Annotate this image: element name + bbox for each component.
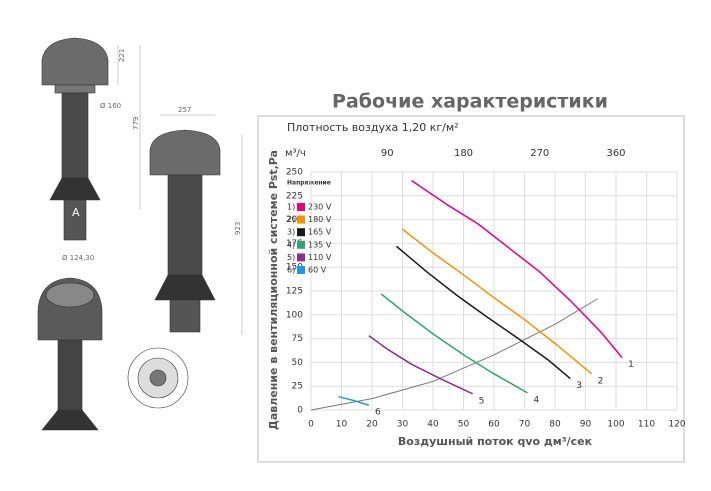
legend-marker: 5) xyxy=(287,253,295,262)
end-label: 1 xyxy=(628,360,634,370)
legend-swatch xyxy=(297,215,305,224)
series-line xyxy=(380,293,528,394)
subtitle: Плотность воздуха 1,20 кг/м² xyxy=(287,121,459,134)
legend-swatch xyxy=(297,228,305,237)
legend-label: 230 V xyxy=(308,203,332,212)
y-tick-label: 100 xyxy=(286,310,303,320)
legend-label: 135 V xyxy=(308,240,332,249)
x-tick-label: 110 xyxy=(638,420,655,430)
legend-swatch xyxy=(297,266,305,274)
x-tick-label: 120 xyxy=(668,420,685,430)
x-tick-label: 70 xyxy=(519,420,531,430)
x2-tick-label: 90 xyxy=(381,148,394,159)
y-tick-label: 175 xyxy=(286,239,303,249)
legend-label: 60 V xyxy=(308,266,327,275)
x2-tick-label: 360 xyxy=(606,148,625,159)
legend-marker: 6) xyxy=(287,266,295,275)
series-line xyxy=(368,335,473,395)
end-label: 3 xyxy=(576,381,582,391)
legend-marker: 3) xyxy=(287,228,295,237)
end-label: 6 xyxy=(375,408,381,418)
dimension: A xyxy=(72,206,80,219)
series-line xyxy=(338,395,370,406)
x-tick-label: 80 xyxy=(549,420,561,430)
y-tick-label: 25 xyxy=(292,382,303,392)
dimension: 257 xyxy=(178,106,191,114)
x-tick-label: 30 xyxy=(397,420,409,430)
system-curve xyxy=(310,298,598,411)
legend-label: 180 V xyxy=(308,215,332,224)
series-line xyxy=(402,228,593,375)
chart-frame xyxy=(257,115,685,463)
legend-marker: 1) xyxy=(287,203,295,212)
end-label: 4 xyxy=(534,395,540,405)
x-tick-label: 0 xyxy=(308,420,314,430)
legend-marker: 4) xyxy=(287,240,295,249)
x-tick-label: 100 xyxy=(607,420,624,430)
x-tick-label: 20 xyxy=(366,420,378,430)
y-tick-label: 225 xyxy=(286,191,303,201)
dimension: Ø 124,30 xyxy=(62,254,94,262)
x2-tick-label: 270 xyxy=(530,148,549,159)
dimension: 779 xyxy=(132,117,140,130)
y-axis-label: Давление в вентиляционной системе Pst,Pa xyxy=(267,150,280,430)
series-line xyxy=(411,179,623,359)
end-label: 2 xyxy=(598,376,604,386)
end-label: 5 xyxy=(479,396,485,406)
dimension: 221 xyxy=(118,49,126,62)
y-tick-label: 200 xyxy=(286,215,303,225)
legend-title: Напряжение xyxy=(287,180,331,187)
legend-label: 165 V xyxy=(308,228,332,237)
dimension: 923 xyxy=(234,222,242,235)
y-tick-label: 75 xyxy=(292,334,303,344)
y-tick-label: 125 xyxy=(286,287,303,297)
product-drawings xyxy=(37,37,243,431)
y-tick-label: 250 xyxy=(286,168,303,178)
series-line xyxy=(395,245,571,380)
legend-marker: 2) xyxy=(287,215,295,224)
x-tick-label: 50 xyxy=(458,420,470,430)
y-tick-label: 0 xyxy=(297,406,303,416)
x-axis-label: Воздушный поток qvo дм³/сек xyxy=(398,435,593,448)
x-tick-label: 10 xyxy=(336,420,348,430)
x-tick-label: 40 xyxy=(427,420,439,430)
dimension: Ø 160 xyxy=(100,102,121,110)
x-tick-label: 60 xyxy=(488,420,500,430)
legend-swatch xyxy=(297,203,305,211)
legend-swatch xyxy=(297,240,305,249)
y-tick-label: 150 xyxy=(286,263,303,273)
x2-tick-label: 180 xyxy=(454,148,473,159)
x2-axis-label: м³/ч xyxy=(285,148,306,159)
legend-label: 110 V xyxy=(308,253,332,262)
legend-swatch xyxy=(297,253,305,262)
y-tick-label: 50 xyxy=(292,358,304,368)
x-tick-label: 90 xyxy=(580,420,592,430)
chart-title: Рабочие характеристики xyxy=(332,91,608,113)
